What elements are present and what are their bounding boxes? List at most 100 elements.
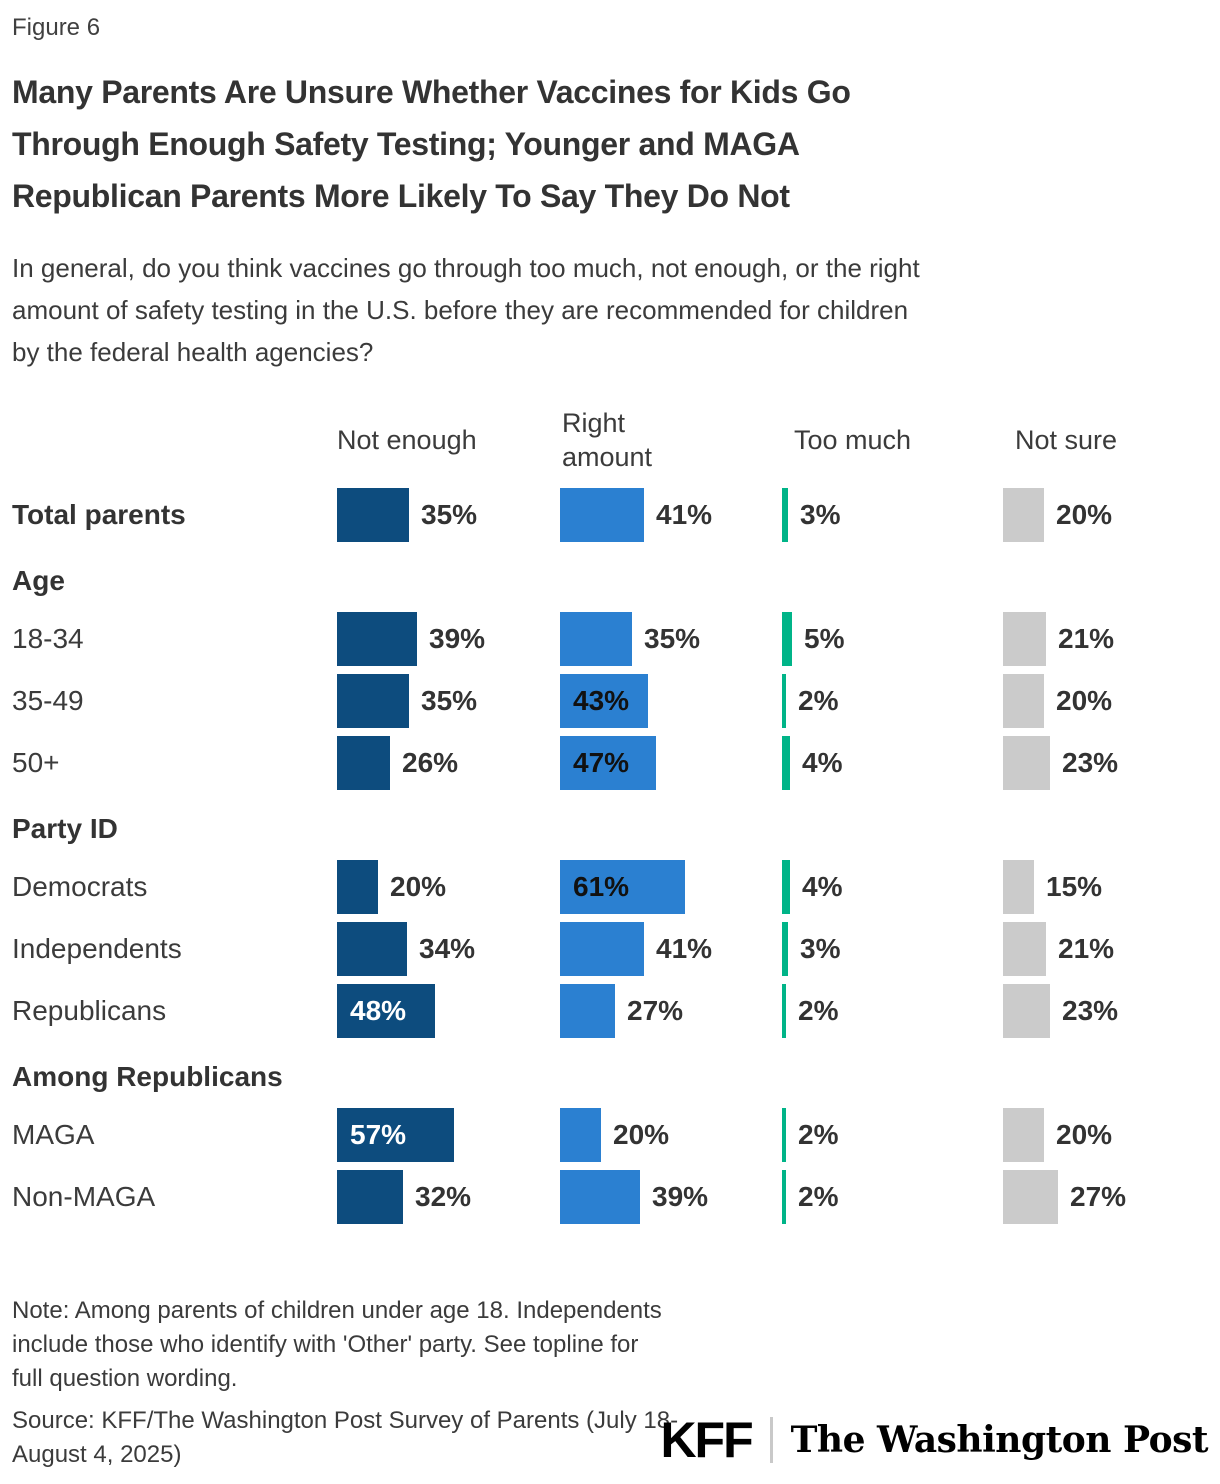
row-label: Democrats [12,871,148,902]
chart-row-non-maga: Non-MAGA 32% 39% 2% 27% [0,1170,1220,1232]
value-label-not-sure: 15% [1046,871,1103,902]
bar-too-much [782,1170,786,1224]
bar-right-amount [560,674,648,728]
row-label: 18-34 [12,623,84,654]
value-label-not-enough: 48% [350,995,407,1026]
washington-post-logo: The Washington Post [790,1419,1209,1461]
value-label-too-much: 4% [802,747,843,778]
bar-not-enough [337,612,417,666]
bar-right-amount [560,1108,601,1162]
section-row-among-republicans: Among Republicans [0,1046,1220,1108]
kff-logo: KFF [660,1412,753,1468]
row-label: Non-MAGA [12,1181,156,1212]
section-label: Party ID [12,813,118,844]
value-label-not-enough: 34% [419,933,476,964]
row-label: MAGA [12,1119,95,1150]
bar-too-much [782,922,788,976]
column-header-not-sure: Not sure [1015,425,1118,455]
value-label-not-sure: 21% [1058,933,1115,964]
chart-row-independents: Independents 34% 41% 3% 21% [0,922,1220,984]
chart-row-democrats: Democrats 20% 61% 4% 15% [0,860,1220,922]
value-label-too-much: 4% [802,871,843,902]
bar-too-much [782,488,788,542]
bar-right-amount [560,1170,640,1224]
row-label: Independents [12,933,182,964]
bar-not-sure [1003,1170,1058,1224]
column-header-not-enough: Not enough [337,425,477,455]
value-label-not-enough: 57% [350,1119,407,1150]
bar-right-amount [560,922,644,976]
section-row-party-id: Party ID [0,798,1220,860]
logo-row: KFF The Washington Post [660,1410,1208,1470]
value-label-right-amount: 61% [573,871,630,902]
value-label-too-much: 3% [800,499,841,530]
value-label-too-much: 2% [798,1119,839,1150]
column-headers: Not enough Right amount Too much Not sure [0,398,1220,482]
bar-not-enough [337,674,409,728]
source-text: Source: KFF/The Washington Post Survey o… [12,1407,679,1468]
value-label-not-enough: 39% [429,623,486,654]
bar-not-sure [1003,1108,1044,1162]
bar-not-sure [1003,860,1034,914]
bar-too-much [782,674,786,728]
value-label-not-enough: 20% [390,871,447,902]
value-label-not-sure: 23% [1062,995,1119,1026]
bar-not-enough [337,922,407,976]
value-label-right-amount: 47% [573,747,630,778]
value-label-not-sure: 27% [1070,1181,1127,1212]
bar-not-sure [1003,984,1050,1038]
chart-row-50: 50+ 26% 47% 4% 23% [0,736,1220,798]
chart-row-republicans: Republicans 48% 27% 2% 23% [0,984,1220,1046]
bar-not-sure [1003,612,1046,666]
value-label-right-amount: 35% [644,623,701,654]
value-label-not-enough: 35% [421,685,478,716]
bar-not-sure [1003,674,1044,728]
value-label-not-sure: 23% [1062,747,1119,778]
bar-not-enough [337,1108,454,1162]
bar-too-much [782,736,790,790]
value-label-too-much: 5% [804,623,845,654]
bar-too-much [782,860,790,914]
value-label-not-enough: 35% [421,499,478,530]
value-label-right-amount: 27% [627,995,684,1026]
row-label: 35-49 [12,685,84,716]
chart-row-total-parents: Total parents 35% 41% 3% 20% [0,488,1220,550]
bar-too-much [782,612,792,666]
value-label-not-enough: 32% [415,1181,472,1212]
note-text: Note: Among parents of children under ag… [12,1297,662,1392]
chart-row-maga: MAGA 57% 20% 2% 20% [0,1108,1220,1170]
bar-not-enough [337,736,390,790]
bar-right-amount [560,488,644,542]
column-header-right-amount: Right amount [562,408,653,472]
bar-not-sure [1003,922,1046,976]
value-label-too-much: 2% [798,685,839,716]
chart-title: Many Parents Are Unsure Whether Vaccines… [12,74,851,214]
row-label: Total parents [12,499,186,530]
bar-not-enough [337,488,409,542]
value-label-too-much: 3% [800,933,841,964]
bar-right-amount [560,860,685,914]
bar-right-amount [560,612,632,666]
value-label-not-sure: 20% [1056,499,1113,530]
bar-too-much [782,984,786,1038]
value-label-not-sure: 20% [1056,1119,1113,1150]
bar-not-enough [337,1170,403,1224]
column-header-too-much: Too much [794,425,912,455]
value-label-right-amount: 20% [613,1119,670,1150]
bar-right-amount [560,984,615,1038]
section-label: Age [12,565,65,596]
bar-not-sure [1003,736,1050,790]
value-label-right-amount: 43% [573,685,630,716]
value-label-right-amount: 41% [656,933,713,964]
row-label: Republicans [12,995,167,1026]
value-label-too-much: 2% [798,995,839,1026]
value-label-not-sure: 20% [1056,685,1113,716]
bar-not-sure [1003,488,1044,542]
chart-subtitle: In general, do you think vaccines go thr… [12,253,920,367]
value-label-right-amount: 39% [652,1181,709,1212]
value-label-not-sure: 21% [1058,623,1115,654]
section-row-age: Age [0,550,1220,612]
value-label-right-amount: 41% [656,499,713,530]
value-label-too-much: 2% [798,1181,839,1212]
